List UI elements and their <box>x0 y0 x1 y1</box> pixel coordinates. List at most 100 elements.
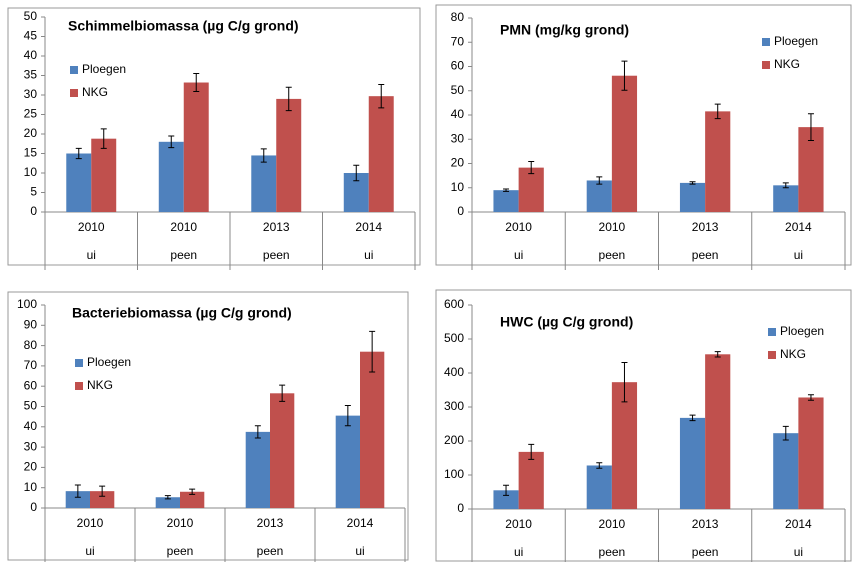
error-bar <box>689 414 696 422</box>
bar <box>183 82 209 213</box>
x-subcategory-label: ui <box>794 248 803 262</box>
error-bar <box>596 176 603 185</box>
bar <box>705 354 731 509</box>
bar <box>611 75 638 212</box>
bar <box>798 127 824 212</box>
x-tick-label: 2010 <box>170 220 197 234</box>
x-tick-label: 2010 <box>505 220 532 234</box>
chart-border <box>7 7 421 266</box>
legend-label: NKG <box>87 378 113 392</box>
x-tick-label: 2013 <box>257 516 284 530</box>
chart-border <box>435 289 852 562</box>
y-tick-label: 10 <box>24 480 38 494</box>
bar <box>679 182 706 212</box>
error-bar <box>528 161 535 175</box>
error-bar <box>99 485 106 497</box>
legend-swatch <box>768 351 776 359</box>
y-tick-label: 40 <box>24 48 38 62</box>
legend-label: NKG <box>774 57 800 71</box>
error-bar <box>164 495 171 500</box>
error-bar <box>279 384 286 402</box>
y-tick-label: 0 <box>30 500 37 514</box>
bar <box>245 431 270 508</box>
y-tick-label: 70 <box>451 34 465 48</box>
x-subcategory-label: ui <box>87 248 96 262</box>
x-tick-label: 2010 <box>77 516 104 530</box>
x-subcategory-label: peen <box>599 248 626 262</box>
error-bar <box>344 404 351 427</box>
error-bar <box>528 443 535 460</box>
y-tick-label: 50 <box>24 399 38 413</box>
legend-label: Ploegen <box>82 62 126 76</box>
y-tick-label: 200 <box>444 433 464 447</box>
x-tick-label: 2010 <box>599 220 626 234</box>
legend-swatch <box>75 359 83 367</box>
x-subcategory-label: ui <box>794 545 803 559</box>
y-tick-label: 0 <box>30 204 37 218</box>
bar <box>586 180 612 212</box>
y-tick-label: 0 <box>457 204 464 218</box>
bar <box>270 393 295 508</box>
chart-title: Schimmelbiomassa (µg C/g grond) <box>68 18 299 34</box>
x-tick-label: 2010 <box>505 517 532 531</box>
error-bar <box>369 330 376 373</box>
x-tick-label: 2014 <box>355 220 382 234</box>
x-tick-label: 2014 <box>785 517 812 531</box>
bar <box>679 417 706 509</box>
y-tick-label: 20 <box>24 126 38 140</box>
error-bar <box>254 425 261 439</box>
x-tick-label: 2013 <box>692 220 719 234</box>
y-tick-label: 5 <box>30 185 37 199</box>
x-tick-label: 2014 <box>347 516 374 530</box>
bar <box>586 465 612 509</box>
y-tick-label: 80 <box>451 10 465 24</box>
y-tick-label: 500 <box>444 331 464 345</box>
y-tick-label: 30 <box>24 87 38 101</box>
y-tick-label: 10 <box>24 165 38 179</box>
y-tick-label: 40 <box>24 419 38 433</box>
bar <box>798 397 824 509</box>
x-subcategory-label: peen <box>692 248 719 262</box>
chart-title: HWC (µg C/g grond) <box>500 314 633 330</box>
bar <box>493 190 519 212</box>
y-tick-label: 15 <box>24 146 38 160</box>
chart-title: Bacteriebiomassa (µg C/g grond) <box>72 305 292 321</box>
error-bar <box>75 147 82 160</box>
legend-swatch <box>70 66 78 74</box>
x-subcategory-label: peen <box>257 544 284 558</box>
bar <box>773 185 799 212</box>
error-bar <box>807 394 814 401</box>
y-tick-label: 400 <box>444 365 464 379</box>
y-tick-label: 10 <box>451 180 465 194</box>
legend-swatch <box>762 61 770 69</box>
y-tick-label: 30 <box>24 439 38 453</box>
y-tick-label: 30 <box>451 131 465 145</box>
legend-label: Ploegen <box>87 355 131 369</box>
legend-label: NKG <box>780 347 806 361</box>
error-bar <box>596 462 603 469</box>
x-tick-label: 2013 <box>263 220 290 234</box>
y-tick-label: 100 <box>17 297 37 311</box>
bar <box>705 111 731 212</box>
bar <box>155 497 180 508</box>
x-tick-label: 2010 <box>167 516 194 530</box>
error-bar <box>714 351 721 358</box>
bar <box>276 98 302 212</box>
bar <box>518 167 544 212</box>
error-bar <box>100 128 107 149</box>
x-subcategory-label: peen <box>263 248 290 262</box>
y-tick-label: 20 <box>24 460 38 474</box>
error-bar <box>353 164 360 182</box>
bar <box>493 490 519 509</box>
legend-label: Ploegen <box>774 34 818 48</box>
bar <box>180 491 205 508</box>
chart-border <box>7 291 409 561</box>
y-tick-label: 600 <box>444 297 464 311</box>
error-bar <box>621 361 628 403</box>
error-bar <box>714 103 721 120</box>
error-bar <box>168 135 175 149</box>
error-bar <box>285 86 292 112</box>
y-tick-label: 60 <box>24 378 38 392</box>
y-tick-label: 80 <box>24 338 38 352</box>
